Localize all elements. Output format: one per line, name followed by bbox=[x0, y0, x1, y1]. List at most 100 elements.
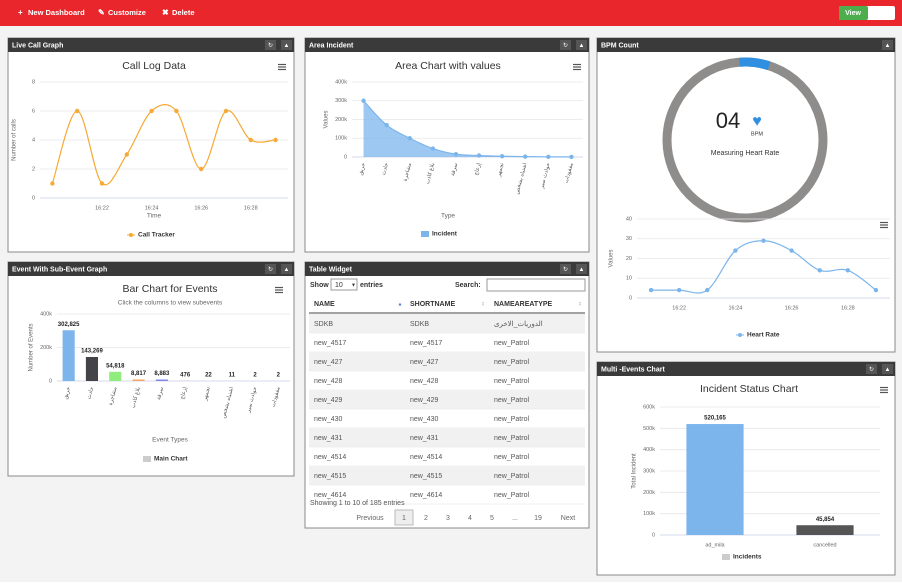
table-cell: SDKB bbox=[314, 321, 333, 328]
table-cell: new_429 bbox=[314, 397, 343, 404]
toolbar-button[interactable]: New Dashboard bbox=[28, 8, 85, 17]
point bbox=[874, 288, 878, 292]
table-cell: new_Patrol bbox=[494, 492, 529, 499]
y-tick-label: 300k bbox=[643, 468, 655, 474]
page-link[interactable]: 4 bbox=[468, 515, 472, 522]
y-tick-label: 6 bbox=[32, 108, 35, 114]
legend-symbol bbox=[143, 456, 151, 462]
bar[interactable] bbox=[132, 380, 144, 381]
point bbox=[199, 167, 203, 171]
data-label: 8,883 bbox=[154, 371, 170, 377]
page-link[interactable]: 5 bbox=[490, 515, 494, 522]
page-link[interactable]: 2 bbox=[424, 515, 428, 522]
point bbox=[546, 155, 550, 159]
point bbox=[224, 109, 228, 113]
table-cell: new_4614 bbox=[314, 492, 346, 499]
toolbar-button[interactable]: Customize bbox=[108, 8, 146, 17]
point bbox=[818, 268, 822, 272]
point bbox=[761, 239, 765, 243]
entries-label: entries bbox=[360, 282, 383, 289]
table-cell: new_4517 bbox=[314, 340, 346, 347]
data-label: 476 bbox=[180, 372, 191, 378]
bar[interactable] bbox=[86, 357, 98, 381]
page-link[interactable]: 19 bbox=[534, 515, 542, 522]
column-header[interactable]: NAMEAREATYPE bbox=[494, 301, 553, 308]
legend-label[interactable]: Call Tracker bbox=[138, 232, 175, 239]
search-input[interactable] bbox=[487, 279, 585, 291]
legend-label[interactable]: Incidents bbox=[733, 554, 762, 561]
table-cell: new_Patrol bbox=[494, 359, 529, 366]
y-tick-label: 2 bbox=[32, 166, 35, 172]
table-cell: new_428 bbox=[314, 378, 343, 385]
y-tick-label: 10 bbox=[626, 276, 632, 282]
point bbox=[50, 181, 54, 185]
panel-button-icon: ▲ bbox=[885, 367, 891, 373]
page-link[interactable]: Previous bbox=[356, 515, 384, 522]
point bbox=[500, 154, 504, 158]
table-cell: new_4517 bbox=[410, 340, 442, 347]
point bbox=[273, 138, 277, 142]
legend-label[interactable]: Incident bbox=[432, 231, 458, 238]
column-header[interactable]: NAME bbox=[314, 301, 335, 308]
chart-title: Area Chart with values bbox=[395, 60, 501, 72]
chart-title: Bar Chart for Events bbox=[122, 283, 217, 295]
x-tick-label: ad_mila bbox=[705, 542, 725, 548]
panel-button-icon: ▲ bbox=[284, 43, 290, 49]
point bbox=[477, 153, 481, 157]
table-cell: new_4515 bbox=[410, 473, 442, 480]
panel-button-icon: ↻ bbox=[869, 366, 874, 373]
chart-title: Call Log Data bbox=[122, 60, 186, 72]
page-link[interactable]: Next bbox=[561, 515, 575, 522]
page-link[interactable]: 3 bbox=[446, 515, 450, 522]
table-cell: new_428 bbox=[410, 378, 439, 385]
point bbox=[100, 181, 104, 185]
data-label: 11 bbox=[229, 373, 236, 379]
panel-header bbox=[597, 38, 895, 52]
toolbar-icon: ✖ bbox=[162, 8, 169, 17]
y-tick-label: 200k bbox=[335, 117, 347, 123]
bar[interactable] bbox=[796, 525, 853, 535]
y-tick-label: 500k bbox=[643, 426, 655, 432]
table-cell: new_Patrol bbox=[494, 435, 529, 442]
bar[interactable] bbox=[686, 424, 743, 535]
x-tick-label: cancelled bbox=[813, 542, 836, 548]
legend-label[interactable]: Heart Rate bbox=[747, 332, 780, 339]
bar[interactable] bbox=[109, 372, 121, 381]
bar[interactable] bbox=[63, 330, 75, 381]
table-info: Showing 1 to 10 of 185 entries bbox=[310, 500, 405, 507]
panel-title: Event With Sub-Event Graph bbox=[12, 266, 107, 273]
point bbox=[174, 109, 178, 113]
legend-label[interactable]: Main Chart bbox=[154, 456, 188, 463]
y-tick-label: 0 bbox=[344, 154, 347, 160]
data-label: 22 bbox=[205, 373, 212, 379]
y-tick-label: 100k bbox=[643, 511, 655, 517]
column-header[interactable]: SHORTNAME bbox=[410, 301, 455, 308]
point bbox=[149, 109, 153, 113]
table-cell: new_4515 bbox=[314, 473, 346, 480]
table-row-bg bbox=[309, 390, 585, 409]
y-tick-label: 600k bbox=[643, 404, 655, 410]
panel-button-icon: ↻ bbox=[563, 266, 568, 273]
table-cell: new_431 bbox=[410, 435, 439, 442]
y-tick-label: 100k bbox=[335, 136, 347, 142]
bar[interactable] bbox=[156, 380, 168, 381]
point bbox=[789, 248, 793, 252]
toggle-label[interactable]: View bbox=[845, 10, 861, 17]
x-tick-label: 16:28 bbox=[841, 305, 855, 311]
y-tick-label: 200k bbox=[40, 345, 52, 351]
table-cell: الدوريات_الاخرى bbox=[494, 320, 543, 328]
y-tick-label: 400k bbox=[643, 447, 655, 453]
panel-title: Table Widget bbox=[309, 266, 353, 273]
page-link[interactable]: 1 bbox=[402, 515, 406, 522]
y-axis-label: Number of calls bbox=[12, 119, 18, 161]
page-link[interactable]: ... bbox=[512, 515, 518, 522]
point bbox=[125, 152, 129, 156]
gauge-value: 04 bbox=[716, 108, 740, 133]
sort-icon: ⇕ bbox=[578, 301, 582, 307]
toolbar-button[interactable]: Delete bbox=[172, 8, 195, 17]
point bbox=[75, 109, 79, 113]
x-tick-label: 16:24 bbox=[145, 205, 159, 211]
y-tick-label: 0 bbox=[49, 378, 52, 384]
y-tick-label: 400k bbox=[335, 79, 347, 85]
y-tick-label: 30 bbox=[626, 236, 632, 242]
